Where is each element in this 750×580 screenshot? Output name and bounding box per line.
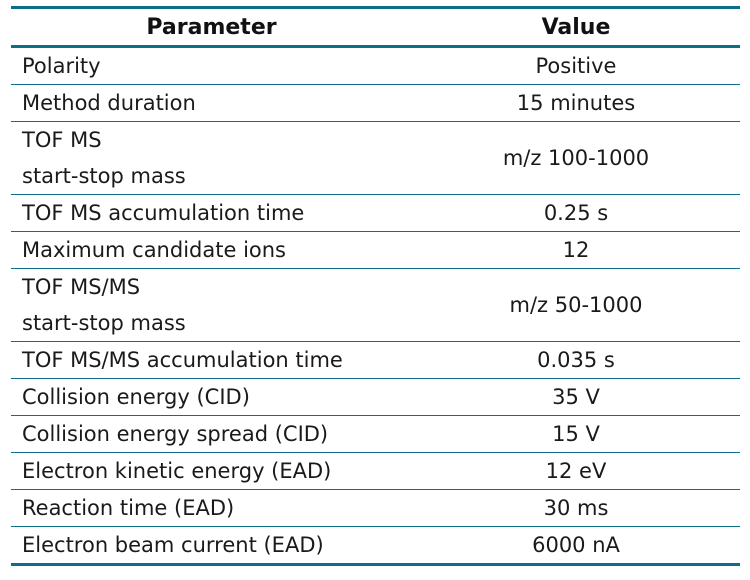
parameter-cell: Polarity [11,46,412,85]
value-cell: 12 eV [412,452,740,490]
value-cell: 30 ms [412,489,740,527]
value-cell: 0.25 s [412,194,740,232]
value-cell: 35 V [412,378,740,416]
parameter-text: Electron beam current (EAD) [22,533,324,557]
table-row: Polarity Positive [11,46,740,85]
table-row: Collision energy (CID) 35 V [11,378,740,416]
parameter-text: Maximum candidate ions [22,238,286,262]
parameter-cell: Collision energy spread (CID) [11,415,412,453]
parameter-column-header: Parameter [11,6,412,48]
value-cell: m/z 50-1000 [412,268,740,342]
parameter-text: TOF MS [22,128,102,152]
parameter-text: Polarity [22,54,101,78]
parameter-text: start-stop mass [22,311,186,335]
table-row: TOF MS start-stop mass m/z 100-1000 [11,121,740,195]
table-row: TOF MS accumulation time 0.25 s [11,194,740,232]
table-row: Electron kinetic energy (EAD) 12 eV [11,452,740,490]
parameter-text: TOF MS/MS accumulation time [22,348,343,372]
parameter-text: Collision energy (CID) [22,385,250,409]
parameter-cell: Method duration [11,84,412,122]
value-column-header: Value [412,6,740,48]
parameter-cell: TOF MS start-stop mass [11,121,412,195]
table-row: Collision energy spread (CID) 15 V [11,415,740,453]
parameter-cell: Collision energy (CID) [11,378,412,416]
parameter-text: start-stop mass [22,164,186,188]
parameter-cell: Electron kinetic energy (EAD) [11,452,412,490]
value-cell: Positive [412,46,740,85]
parameter-cell: Electron beam current (EAD) [11,526,412,566]
table-row: TOF MS/MS accumulation time 0.035 s [11,341,740,379]
table-row: Maximum candidate ions 12 [11,231,740,269]
parameter-cell: TOF MS/MS start-stop mass [11,268,412,342]
parameter-text: Reaction time (EAD) [22,496,235,520]
value-cell: 0.035 s [412,341,740,379]
value-cell: m/z 100-1000 [412,121,740,195]
value-cell: 15 V [412,415,740,453]
table-header-row: Parameter Value [11,6,740,48]
parameter-cell: TOF MS/MS accumulation time [11,341,412,379]
parameter-text: TOF MS accumulation time [22,201,305,225]
parameter-cell: TOF MS accumulation time [11,194,412,232]
value-cell: 6000 nA [412,526,740,566]
parameter-text: Collision energy spread (CID) [22,422,329,446]
table-row: Electron beam current (EAD) 6000 nA [11,526,740,566]
parameter-cell: Maximum candidate ions [11,231,412,269]
parameter-table: Parameter Value Polarity Positive Method d… [11,6,740,566]
table-row: Reaction time (EAD) 30 ms [11,489,740,527]
parameter-cell: Reaction time (EAD) [11,489,412,527]
value-cell: 12 [412,231,740,269]
table-row: TOF MS/MS start-stop mass m/z 50-1000 [11,268,740,342]
parameter-table-container: Parameter Value Polarity Positive Method d… [11,6,740,566]
table-row: Method duration 15 minutes [11,84,740,122]
parameter-text: Method duration [22,91,196,115]
value-cell: 15 minutes [412,84,740,122]
parameter-text: Electron kinetic energy (EAD) [22,459,332,483]
table-body: Polarity Positive Method duration 15 minute… [11,46,740,566]
parameter-text: TOF MS/MS [22,275,141,299]
